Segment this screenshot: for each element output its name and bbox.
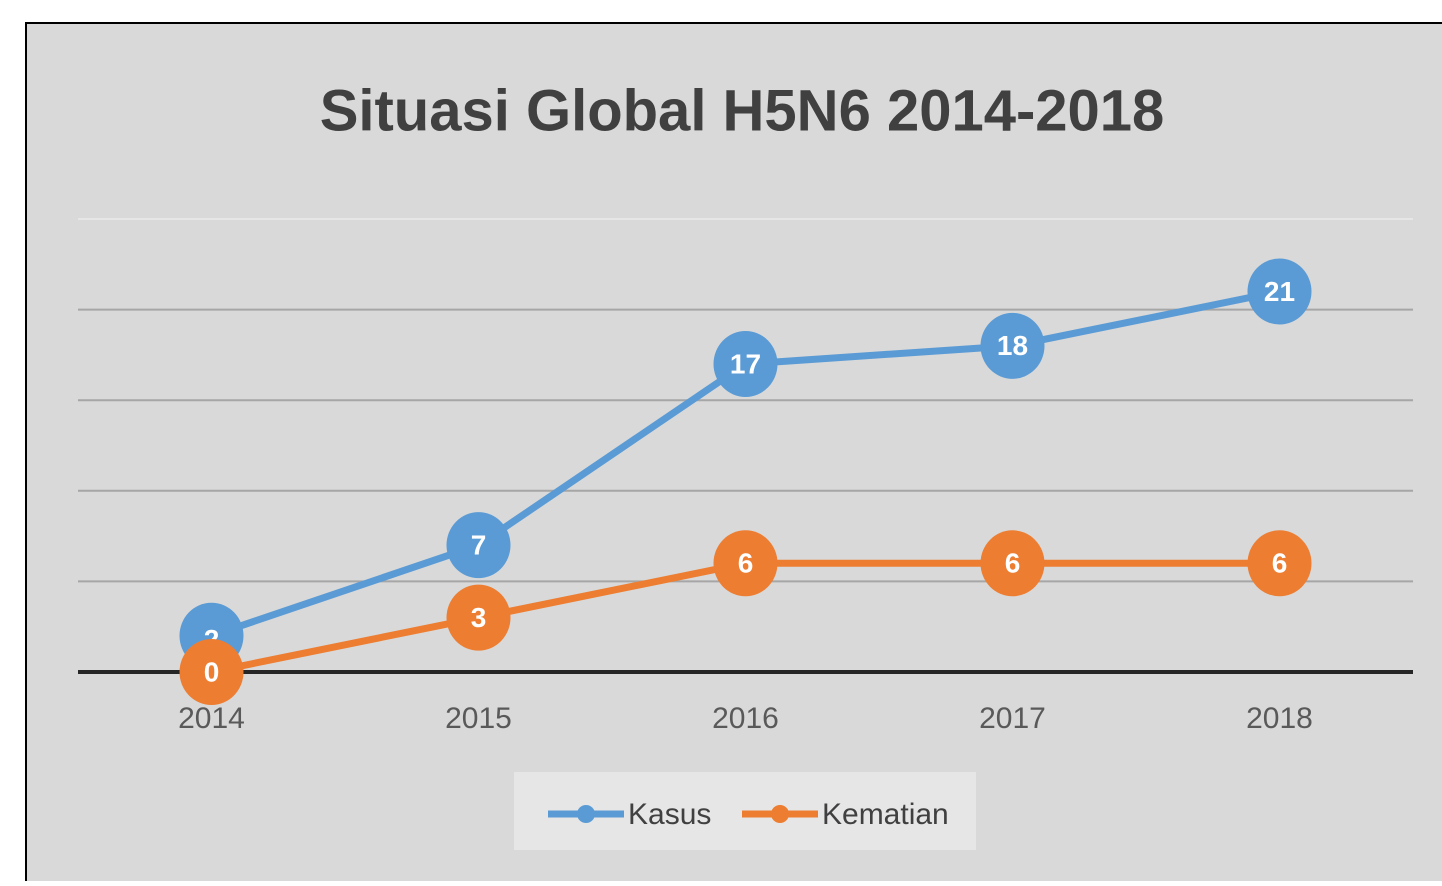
- data-point: [446, 512, 511, 579]
- data-point: [980, 530, 1045, 597]
- data-point: [980, 312, 1045, 379]
- x-tick-label: 2016: [712, 702, 779, 735]
- legend-label: Kematian: [822, 798, 949, 831]
- data-point: [1247, 258, 1312, 325]
- x-tick-label: 2018: [1246, 702, 1313, 735]
- legend-marker: [771, 805, 789, 823]
- chart-title: Situasi Global H5N6 2014-2018: [320, 78, 1165, 143]
- x-tick-label: 2017: [979, 702, 1046, 735]
- x-tick-label: 2014: [178, 702, 245, 735]
- data-label: 3: [471, 602, 487, 633]
- x-tick-label: 2015: [445, 702, 512, 735]
- data-point: [1247, 530, 1312, 597]
- data-label: 21: [1264, 276, 1295, 307]
- data-label: 7: [471, 530, 487, 561]
- data-label: 18: [997, 330, 1028, 361]
- data-point: [713, 330, 778, 397]
- data-point: [446, 584, 511, 651]
- chart-frame: [25, 22, 1442, 886]
- data-label: 0: [204, 656, 220, 687]
- legend-marker: [577, 805, 595, 823]
- data-label: 17: [730, 348, 761, 379]
- data-label: 6: [1272, 548, 1288, 579]
- legend-label: Kasus: [628, 798, 711, 831]
- data-point: [179, 639, 244, 705]
- data-point: [713, 530, 778, 597]
- data-label: 6: [1005, 548, 1021, 579]
- data-label: 6: [738, 548, 754, 579]
